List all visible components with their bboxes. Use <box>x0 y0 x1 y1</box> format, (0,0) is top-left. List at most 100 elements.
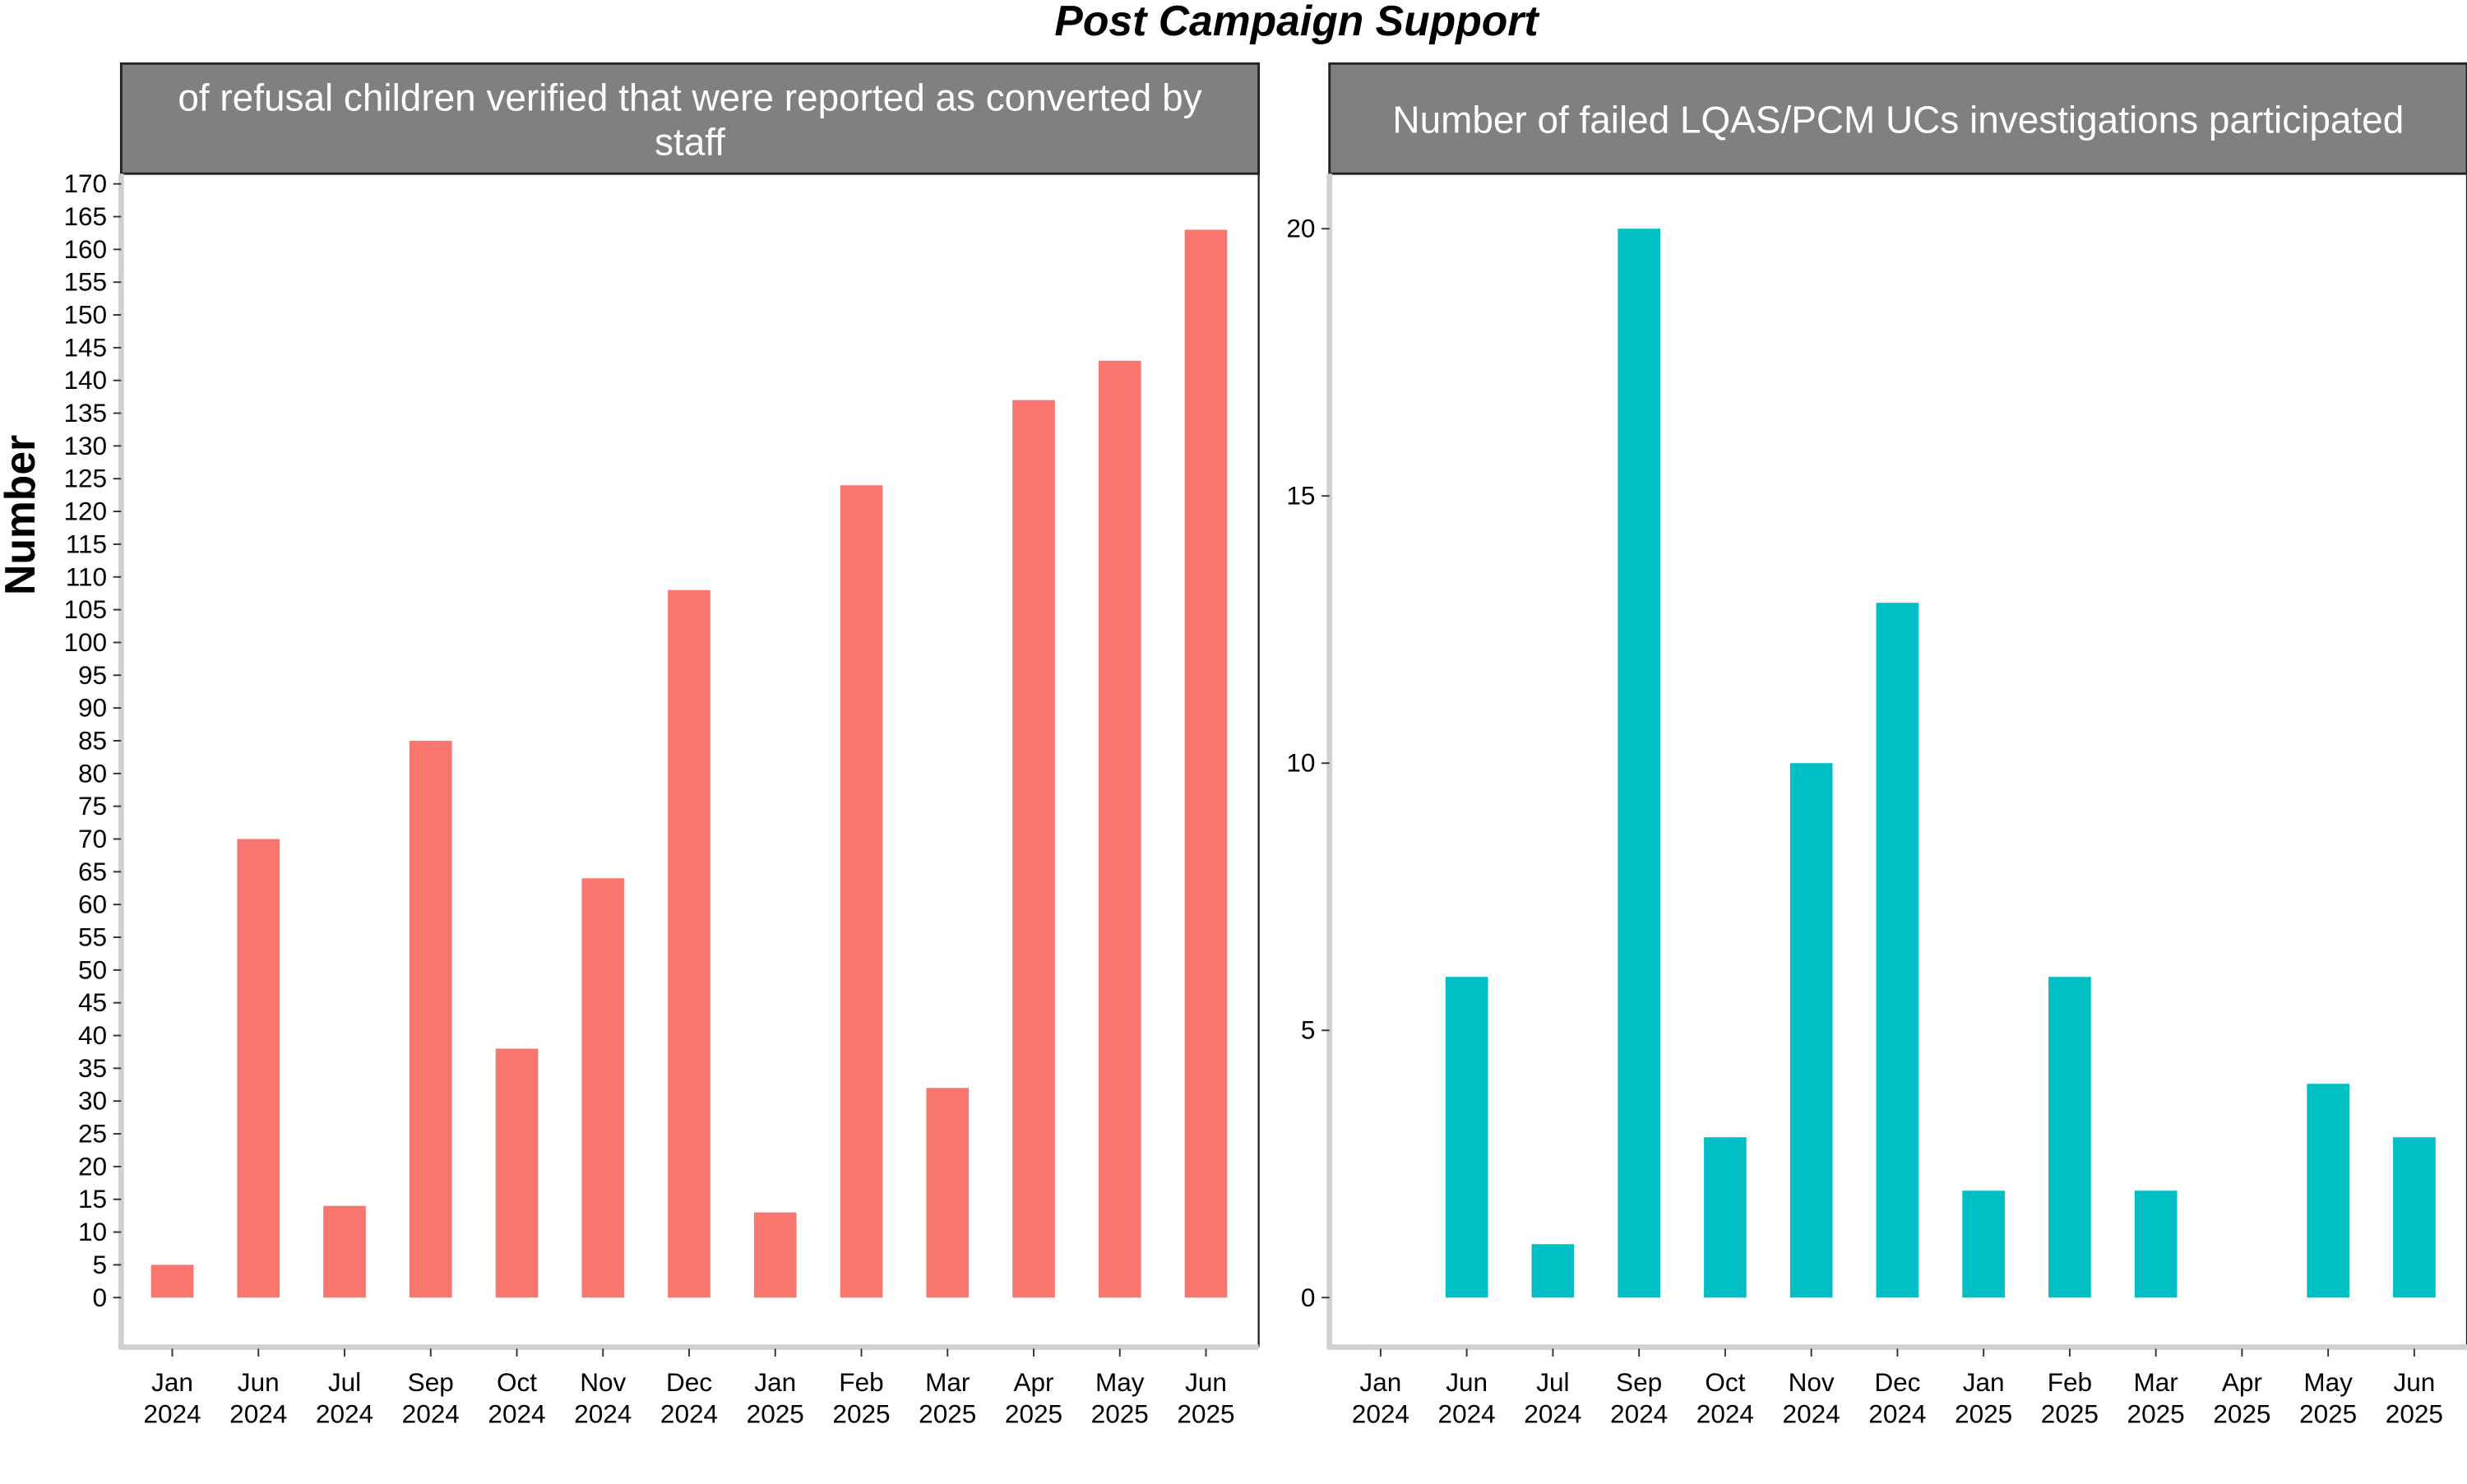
y-tick-label: 155 <box>63 267 107 297</box>
panel-title-line: of refusal children verified that were r… <box>178 76 1201 119</box>
x-tick-label-year: 2024 <box>316 1398 373 1428</box>
x-tick-label-month: Nov <box>580 1367 626 1397</box>
y-tick-label: 90 <box>78 693 107 723</box>
panel-1: of refusal children verified that were r… <box>63 62 1261 1428</box>
bar-jun-2024 <box>1445 977 1488 1298</box>
bar-jun-2025 <box>2393 1137 2436 1298</box>
y-tick-label: 60 <box>78 890 107 919</box>
y-tick-label: 100 <box>63 627 107 657</box>
x-tick-label-year: 2024 <box>229 1398 287 1428</box>
x-tick-label-month: Jan <box>151 1367 193 1397</box>
x-tick-label-month: Jun <box>2393 1367 2435 1397</box>
y-tick-label: 35 <box>78 1053 107 1083</box>
x-tick-label-month: Oct <box>1705 1367 1745 1397</box>
y-tick-label: 145 <box>63 332 107 362</box>
bar-mar-2025 <box>926 1088 970 1298</box>
x-tick-label-month: Dec <box>666 1367 712 1397</box>
bar-jun-2024 <box>237 839 280 1298</box>
y-tick-label: 15 <box>1286 481 1315 511</box>
bar-apr-2025 <box>1012 400 1055 1298</box>
x-tick-label-month: Apr <box>1013 1367 1053 1397</box>
x-tick-label-year: 2024 <box>1868 1398 1926 1428</box>
panel-title-line: staff <box>655 120 725 163</box>
panel-strip <box>1328 62 2467 175</box>
bar-oct-2024 <box>495 1048 539 1298</box>
x-tick-label-month: Apr <box>2222 1367 2262 1397</box>
bar-jul-2024 <box>323 1205 366 1298</box>
y-tick-label: 15 <box>78 1184 107 1214</box>
panel-strip <box>119 62 1261 175</box>
y-tick-label: 0 <box>1301 1283 1316 1312</box>
x-tick-label-month: Dec <box>1874 1367 1920 1397</box>
y-tick-label: 55 <box>78 922 107 952</box>
bar-may-2025 <box>1098 360 1141 1298</box>
y-tick-label: 70 <box>78 824 107 853</box>
x-tick-label-month: Nov <box>1789 1367 1835 1397</box>
bar-dec-2024 <box>668 589 710 1298</box>
x-tick-label-month: Feb <box>2048 1367 2092 1397</box>
x-tick-label-year: 2024 <box>1352 1398 1409 1428</box>
bar-nov-2024 <box>1789 763 1833 1298</box>
x-tick-label-year: 2025 <box>1091 1398 1149 1428</box>
bar-jan-2025 <box>1962 1190 2005 1298</box>
bar-jul-2024 <box>1531 1244 1575 1298</box>
x-tick-label-month: Jan <box>754 1367 796 1397</box>
x-tick-label-year: 2024 <box>488 1398 545 1428</box>
y-tick-label: 165 <box>63 201 107 231</box>
x-tick-label-year: 2025 <box>2386 1398 2443 1428</box>
x-tick-label-year: 2024 <box>1524 1398 1581 1428</box>
x-tick-label-year: 2025 <box>747 1398 804 1428</box>
panel-title-line: Number of failed LQAS/PCM UCs investigat… <box>1392 98 2404 141</box>
chart-title: Post Campaign Support <box>1054 0 1539 44</box>
y-tick-label: 110 <box>66 562 107 591</box>
y-tick-label: 105 <box>63 594 107 624</box>
x-tick-label-year: 2025 <box>919 1398 976 1428</box>
y-tick-label: 80 <box>78 758 107 788</box>
y-tick-label: 95 <box>78 660 107 690</box>
x-tick-label-year: 2025 <box>2127 1398 2185 1428</box>
x-tick-label-month: Mar <box>2133 1367 2178 1397</box>
y-tick-label: 5 <box>93 1250 108 1279</box>
y-tick-label: 140 <box>63 365 107 395</box>
y-tick-label: 5 <box>1301 1015 1316 1045</box>
x-tick-label-month: Jul <box>1536 1367 1569 1397</box>
bar-nov-2024 <box>581 878 625 1298</box>
bar-sep-2024 <box>409 740 452 1298</box>
bar-jan-2025 <box>753 1212 797 1298</box>
x-tick-label-month: Feb <box>839 1367 883 1397</box>
x-tick-label-month: May <box>2303 1367 2353 1397</box>
y-tick-label: 10 <box>78 1217 107 1246</box>
x-tick-label-year: 2024 <box>1610 1398 1668 1428</box>
x-tick-label-month: Jun <box>1446 1367 1488 1397</box>
bar-feb-2025 <box>2048 977 2091 1298</box>
y-tick-label: 25 <box>78 1119 107 1149</box>
y-tick-label: 45 <box>78 987 107 1017</box>
y-tick-label: 150 <box>63 300 107 330</box>
bar-oct-2024 <box>1704 1137 1747 1298</box>
y-tick-label: 75 <box>78 791 107 821</box>
y-tick-label: 10 <box>1286 748 1315 778</box>
bar-feb-2025 <box>840 485 883 1298</box>
bar-mar-2025 <box>2134 1190 2178 1298</box>
x-tick-label-year: 2024 <box>143 1398 201 1428</box>
x-tick-label-month: Sep <box>408 1367 454 1397</box>
bar-may-2025 <box>2307 1084 2349 1298</box>
y-tick-label: 30 <box>78 1086 107 1116</box>
x-tick-label-year: 2025 <box>832 1398 890 1428</box>
y-tick-label: 130 <box>63 431 107 460</box>
x-tick-label-year: 2025 <box>2299 1398 2357 1428</box>
x-tick-label-year: 2024 <box>1783 1398 1840 1428</box>
x-tick-label-month: Jun <box>1185 1367 1227 1397</box>
y-tick-label: 20 <box>78 1151 107 1181</box>
y-tick-label: 170 <box>63 169 107 198</box>
x-tick-label-year: 2024 <box>1696 1398 1754 1428</box>
x-tick-label-year: 2024 <box>1438 1398 1496 1428</box>
y-tick-label: 20 <box>1286 214 1315 243</box>
x-tick-label-year: 2025 <box>2213 1398 2270 1428</box>
y-tick-label: 115 <box>66 529 107 558</box>
x-tick-label-year: 2025 <box>1955 1398 2012 1428</box>
y-tick-label: 160 <box>63 234 107 264</box>
y-tick-label: 40 <box>78 1020 107 1050</box>
